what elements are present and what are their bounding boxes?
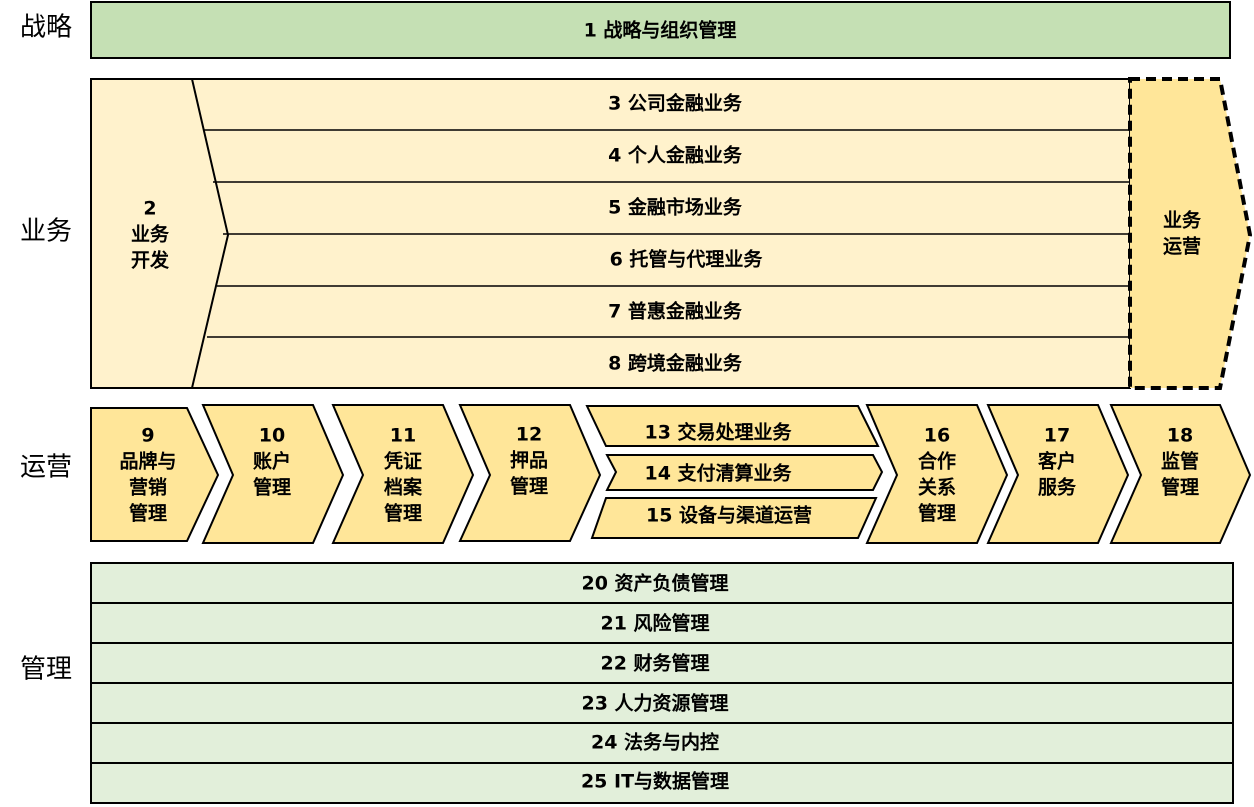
ops-label: 关系 (918, 476, 956, 499)
management-item: 25 IT与数据管理 (581, 770, 729, 793)
ops-label: 管理 (1161, 476, 1199, 499)
business-line: 7 普惠金融业务 (608, 300, 743, 323)
ops-label: 管理 (129, 502, 167, 525)
management-item: 23 人力资源管理 (581, 692, 728, 715)
business-line: 3 公司金融业务 (608, 92, 743, 115)
business-line: 6 托管与代理业务 (610, 248, 764, 271)
ops-label: 管理 (510, 475, 548, 498)
management-block: 20 资产负债管理 21 风险管理 22 财务管理 23 人力资源管理 24 法… (90, 562, 1234, 804)
business-line: 8 跨境金融业务 (608, 352, 743, 375)
strategy-item: 1 战略与组织管理 (584, 19, 737, 42)
ops-number: 10 (259, 425, 285, 447)
ops-brand-marketing: 9 品牌与 营销 管理 (90, 407, 220, 542)
business-operations-label-2: 运营 (1163, 235, 1201, 258)
business-operations-chevron: 业务 运营 (1128, 77, 1253, 390)
strategy-box: 1 战略与组织管理 (90, 1, 1231, 59)
ops-label: 管理 (918, 502, 956, 525)
ops-device-channel: 15 设备与渠道运营 (590, 497, 878, 539)
ops-label: 档案 (384, 476, 423, 499)
ops-label: 管理 (384, 502, 422, 525)
ops-number: 17 (1044, 425, 1070, 447)
management-item: 24 法务与内控 (591, 731, 719, 754)
ops-number: 16 (924, 425, 950, 447)
ops-number: 18 (1167, 425, 1193, 447)
development-number: 2 (143, 198, 156, 220)
ops-label: 13 交易处理业务 (644, 421, 792, 444)
ops-label: 品牌与 (119, 450, 176, 473)
ops-label: 监管 (1161, 450, 1199, 473)
ops-payment-clearing: 14 支付清算业务 (605, 454, 884, 491)
row-label-management: 管理 (20, 655, 72, 685)
ops-transaction-processing: 13 交易处理业务 (585, 405, 880, 447)
ops-label: 管理 (253, 476, 291, 499)
business-block: 2 业务 开发 3 公司金融业务 4 个人金融业务 5 金融市场业务 6 托管与… (90, 78, 1131, 389)
ops-partner-relations: 16 合作 关系 管理 (865, 404, 1009, 544)
ops-label: 客户 (1038, 450, 1076, 473)
business-operations-label-1: 业务 (1163, 209, 1202, 232)
ops-account: 10 账户 管理 (201, 404, 345, 544)
row-label-business: 业务 (20, 217, 72, 247)
management-item: 20 资产负债管理 (581, 572, 728, 595)
ops-label: 账户 (253, 450, 291, 473)
business-line: 4 个人金融业务 (608, 144, 743, 167)
ops-number: 11 (390, 425, 416, 447)
management-item: 22 财务管理 (600, 652, 709, 675)
ops-label: 14 支付清算业务 (644, 462, 792, 485)
business-line: 5 金融市场业务 (608, 196, 743, 219)
ops-voucher-archive: 11 凭证 档案 管理 (331, 404, 475, 544)
ops-customer-service: 17 客户 服务 (986, 404, 1130, 544)
ops-number: 12 (516, 424, 542, 446)
ops-regulatory: 18 监管 管理 (1109, 404, 1252, 544)
ops-label: 凭证 (383, 450, 422, 473)
ops-label: 合作 (918, 450, 956, 473)
ops-label: 营销 (129, 476, 167, 499)
development-label-2: 开发 (131, 249, 170, 272)
ops-number: 9 (141, 425, 154, 447)
ops-label: 15 设备与渠道运营 (646, 504, 812, 527)
development-label-1: 业务 (131, 223, 170, 246)
row-label-operations: 运营 (20, 453, 72, 483)
business-development: 2 业务 开发 (131, 198, 170, 272)
ops-label: 押品 (510, 449, 548, 472)
management-item: 21 风险管理 (600, 612, 709, 635)
row-label-strategy: 战略 (20, 13, 72, 43)
ops-collateral: 12 押品 管理 (458, 404, 602, 542)
ops-label: 服务 (1038, 476, 1077, 499)
